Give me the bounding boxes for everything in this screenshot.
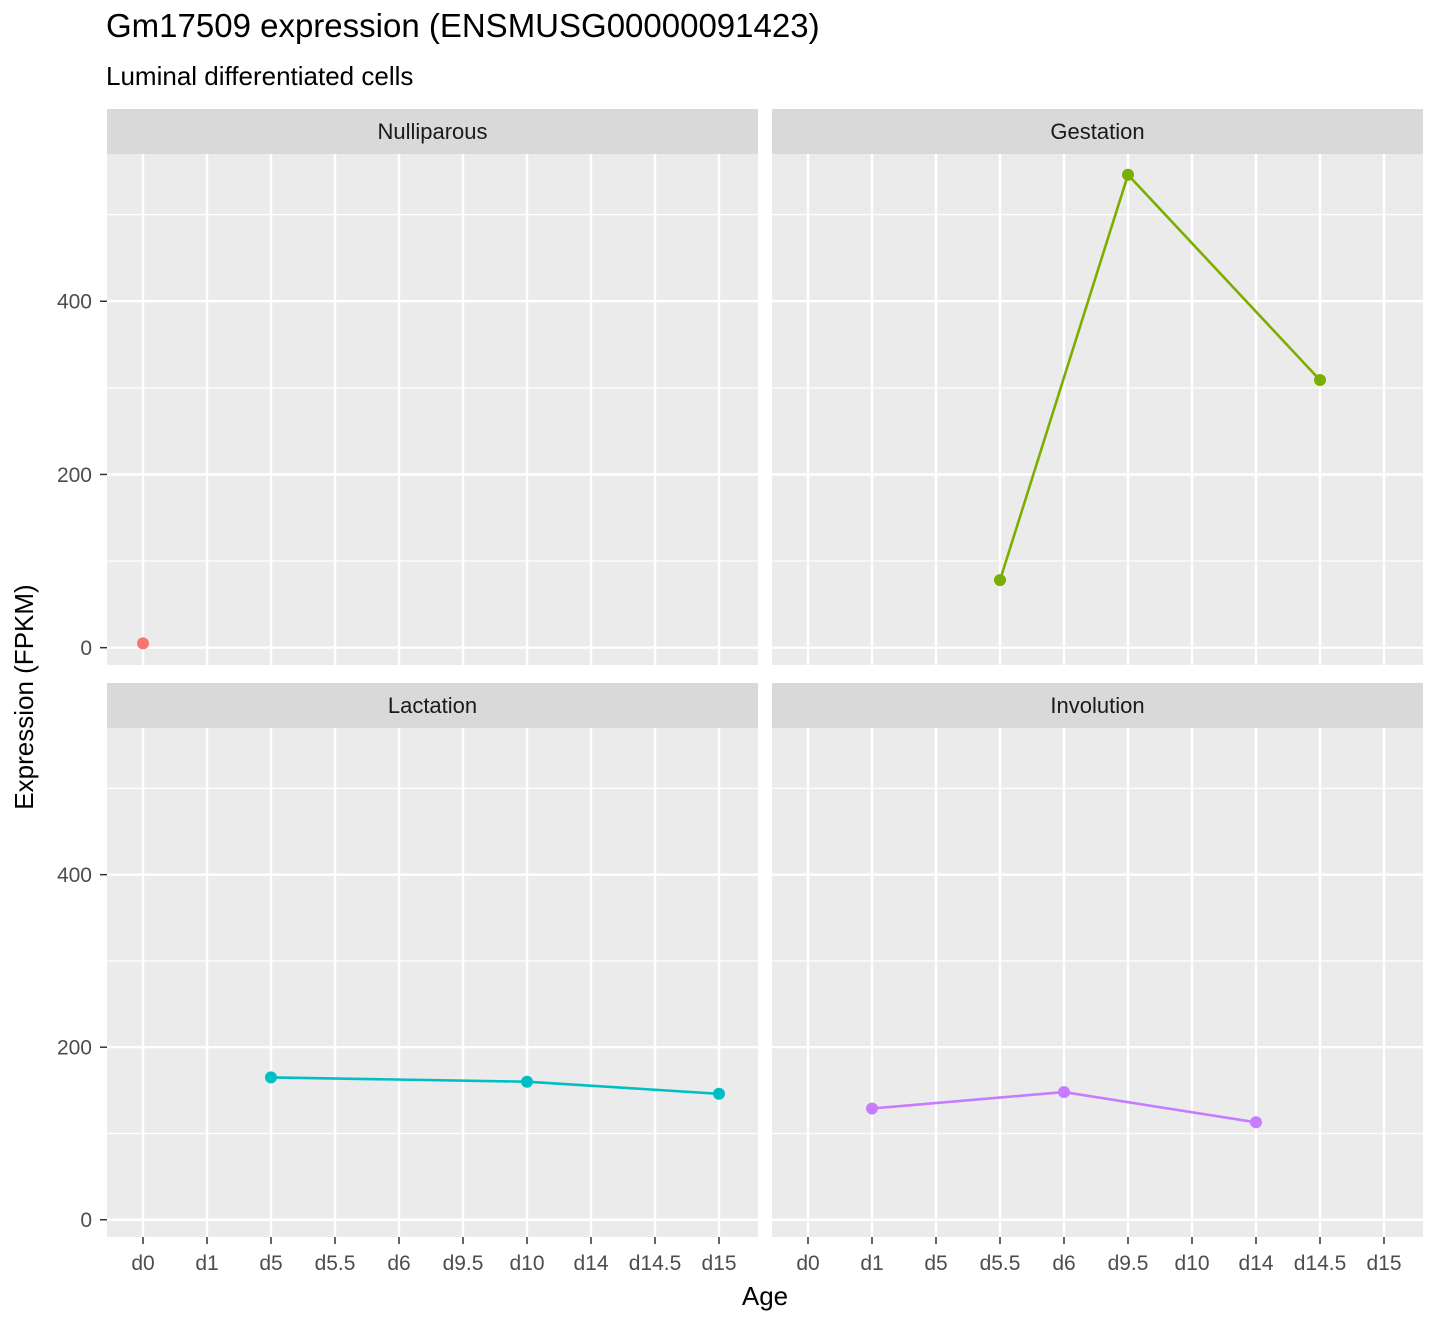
data-point <box>1250 1116 1262 1129</box>
chart-subtitle: Luminal differentiated cells <box>106 61 413 91</box>
facet-gestation: Gestation <box>772 109 1423 665</box>
facet-strip <box>772 109 1423 154</box>
y-tick-label: 400 <box>57 291 92 314</box>
x-tick-label: d5.5 <box>315 1252 356 1275</box>
gridlines <box>772 154 1423 665</box>
panel-background <box>772 728 1423 1237</box>
y-tick-label: 0 <box>80 1209 92 1232</box>
x-tick-label: d10 <box>509 1252 544 1275</box>
data-point <box>713 1087 725 1100</box>
facet-strip-label: Nulliparous <box>377 119 487 144</box>
x-tick-label: d14.5 <box>1294 1252 1347 1275</box>
data-point <box>866 1102 878 1115</box>
x-tick-label: d1 <box>195 1252 218 1275</box>
facet-strip <box>107 683 758 728</box>
x-axis-col-1: d0 d1 d5 d5.5 d6 d9.5 d10 d14 d14.5 d15 <box>131 1237 737 1275</box>
y-axis-row-1: 0 200 400 <box>57 291 107 660</box>
y-axis-title: Expression (FPKM) <box>9 584 39 809</box>
x-tick-label: d9.5 <box>443 1252 484 1275</box>
x-tick-label: d6 <box>1052 1252 1075 1275</box>
gridlines <box>107 154 758 665</box>
gridlines <box>772 728 1423 1237</box>
x-tick-label: d6 <box>387 1252 410 1275</box>
data-point <box>265 1071 277 1084</box>
data-point <box>521 1075 533 1088</box>
facet-strip-label: Lactation <box>388 693 477 718</box>
x-axis-title: Age <box>742 1281 788 1311</box>
x-tick-label: d5 <box>259 1252 282 1275</box>
x-tick-label: d15 <box>1366 1252 1401 1275</box>
facet-strip-label: Gestation <box>1050 119 1144 144</box>
facet-panels: Nulliparous Gestation Lactation Involution <box>107 109 1423 1237</box>
y-tick-label: 0 <box>80 637 92 660</box>
data-point <box>1058 1086 1070 1099</box>
facet-strip <box>772 683 1423 728</box>
facet-strip <box>107 109 758 154</box>
data-point <box>1314 374 1326 387</box>
x-tick-label: d10 <box>1174 1252 1209 1275</box>
facet-nulliparous: Nulliparous <box>107 109 758 665</box>
facet-lactation: Lactation <box>107 683 758 1237</box>
x-axes: d0 d1 d5 d5.5 d6 d9.5 d10 d14 d14.5 d15 d0 d1 d5 d5.5… <box>131 1237 1402 1275</box>
y-tick-label: 200 <box>57 464 92 487</box>
facet-strip-label: Involution <box>1050 693 1144 718</box>
y-tick-label: 400 <box>57 864 92 887</box>
panel-background <box>107 728 758 1237</box>
x-tick-label: d0 <box>131 1252 154 1275</box>
data-point <box>994 574 1006 587</box>
x-axis-col-2: d0 d1 d5 d5.5 d6 d9.5 d10 d14 d14.5 d15 <box>796 1237 1402 1275</box>
data-point <box>137 637 149 650</box>
chart-title: Gm17509 expression (ENSMUSG00000091423) <box>106 7 820 44</box>
x-tick-label: d9.5 <box>1108 1252 1149 1275</box>
x-tick-label: d14 <box>1238 1252 1273 1275</box>
gridlines <box>107 728 758 1237</box>
y-axes: 0 200 400 0 200 400 <box>57 291 107 1232</box>
x-tick-label: d0 <box>796 1252 819 1275</box>
panel-background <box>107 154 758 665</box>
y-axis-row-2: 0 200 400 <box>57 864 107 1232</box>
facet-involution: Involution <box>772 683 1423 1237</box>
y-tick-label: 200 <box>57 1037 92 1060</box>
x-tick-label: d14 <box>573 1252 608 1275</box>
panel-background <box>772 154 1423 665</box>
x-tick-label: d5 <box>924 1252 947 1275</box>
x-tick-label: d5.5 <box>980 1252 1021 1275</box>
x-tick-label: d15 <box>701 1252 736 1275</box>
x-tick-label: d1 <box>860 1252 883 1275</box>
x-tick-label: d14.5 <box>629 1252 682 1275</box>
data-point <box>1122 168 1134 181</box>
